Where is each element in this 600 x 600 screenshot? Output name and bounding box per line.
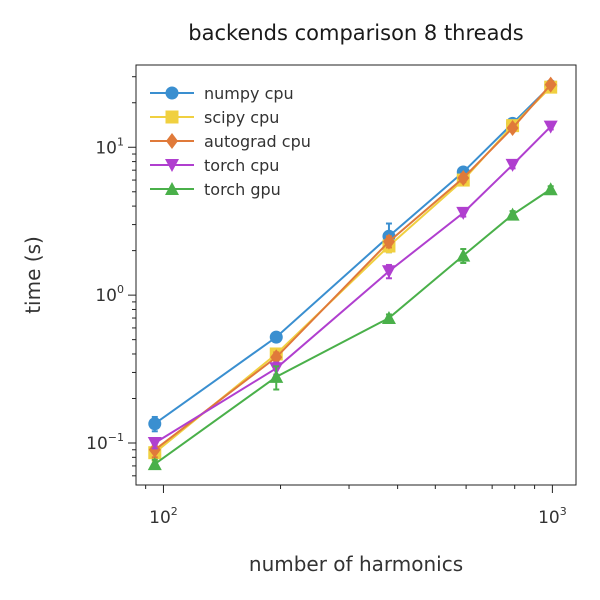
series-line-torch-cpu <box>154 125 552 444</box>
x-tick-label-exp: 2 <box>171 505 178 518</box>
data-point <box>543 182 558 196</box>
data-point <box>381 311 396 325</box>
data-point <box>457 169 470 186</box>
data-point <box>544 76 557 93</box>
data-point <box>506 119 519 136</box>
legend-marker <box>166 133 178 149</box>
legend-label: scipy cpu <box>204 108 279 127</box>
data-point <box>269 330 283 344</box>
legend-label: autograd cpu <box>204 132 311 151</box>
y-axis-label: time (s) <box>21 236 45 314</box>
legend-label: torch gpu <box>204 180 281 199</box>
data-point <box>381 265 396 279</box>
y-tick-label: 10−1 <box>86 431 124 454</box>
legend-entry-torch-cpu: torch cpu <box>150 156 279 175</box>
x-tick-label: 103 <box>538 505 567 528</box>
legend-marker <box>165 110 179 124</box>
y-tick-label-exp: 1 <box>117 135 124 148</box>
x-tick-label: 102 <box>149 505 178 528</box>
data-point <box>456 248 471 262</box>
legend-entry-numpy-cpu: numpy cpu <box>150 84 294 103</box>
x-tick-label-base: 10 <box>149 508 171 528</box>
data-point <box>382 233 395 250</box>
x-axis-label: number of harmonics <box>249 552 463 576</box>
legend-marker <box>165 86 179 100</box>
y-tick-label-exp: 0 <box>117 283 124 296</box>
series-line-autograd-cpu <box>154 84 552 451</box>
x-tick-label-base: 10 <box>538 508 560 528</box>
data-point <box>148 417 162 431</box>
y-tick-label: 100 <box>95 283 124 306</box>
plot-frame <box>135 64 577 486</box>
legend-label: torch cpu <box>204 156 279 175</box>
data-point <box>270 349 283 366</box>
series-line-numpy-cpu <box>154 85 552 425</box>
legend-entry-autograd-cpu: autograd cpu <box>150 132 311 151</box>
series-line-torch-gpu <box>154 188 552 465</box>
data-point <box>505 158 520 172</box>
legend-entry-torch-gpu: torch gpu <box>150 180 281 199</box>
y-tick-label-base: 10 <box>95 138 117 158</box>
series-layer <box>147 76 558 471</box>
data-point <box>147 457 162 471</box>
y-tick-label-base: 10 <box>95 286 117 306</box>
legend: numpy cpu scipy cpu autograd cpu torch cpu t… <box>150 84 311 199</box>
series-torch-gpu <box>147 182 558 471</box>
legend-marker <box>165 159 179 172</box>
chart-title: backends comparison 8 threads <box>188 21 523 45</box>
legend-marker <box>165 182 179 195</box>
y-tick-label-exp: −1 <box>108 431 124 444</box>
data-point <box>543 120 558 134</box>
data-point <box>269 369 284 383</box>
legend-label: numpy cpu <box>204 84 294 103</box>
x-tick-label-exp: 3 <box>560 505 567 518</box>
data-point <box>147 437 162 451</box>
y-tick-label-base: 10 <box>86 434 108 454</box>
data-point <box>456 206 471 220</box>
legend-entry-scipy-cpu: scipy cpu <box>150 108 279 127</box>
data-point <box>505 207 520 221</box>
y-tick-label: 101 <box>95 135 124 158</box>
